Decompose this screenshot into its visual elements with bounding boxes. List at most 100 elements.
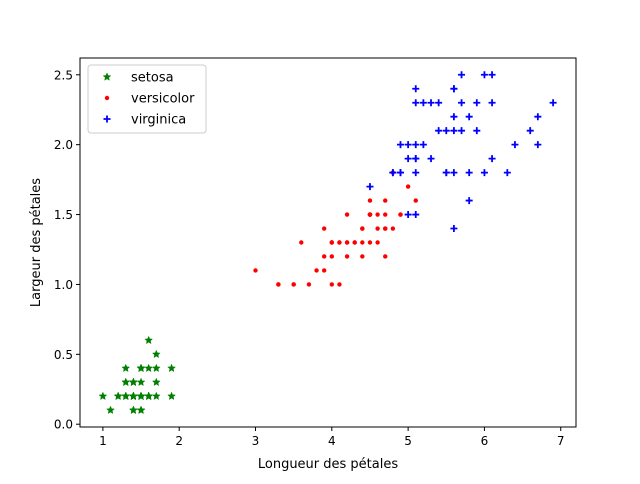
data-point [412, 155, 420, 163]
data-point [367, 240, 373, 245]
y-tick-label: 0.5 [54, 348, 73, 362]
data-point [106, 405, 115, 414]
data-point [390, 226, 396, 231]
data-point [450, 169, 458, 177]
data-point [167, 391, 176, 401]
data-point [450, 113, 458, 121]
x-axis: 1 2 3 4 5 6 7 [99, 427, 565, 448]
data-point [128, 377, 138, 387]
data-point [291, 282, 296, 287]
data-point [329, 282, 335, 287]
data-point [360, 240, 365, 245]
data-point [321, 268, 327, 273]
data-point [383, 212, 388, 217]
data-point [375, 226, 380, 231]
x-tick-label: 6 [481, 434, 489, 448]
y-tick-label: 2.0 [54, 138, 73, 152]
data-point [396, 169, 404, 177]
data-point [360, 226, 365, 231]
data-point [526, 127, 534, 135]
data-point [396, 141, 404, 149]
data-point [151, 391, 161, 401]
data-point [366, 183, 374, 191]
series-setosa [98, 335, 176, 414]
data-point [314, 268, 319, 273]
data-point [167, 363, 176, 373]
y-tick-label: 0.0 [54, 418, 73, 432]
data-point [299, 240, 304, 245]
data-point [534, 141, 542, 149]
data-point [276, 282, 281, 287]
x-tick-label: 3 [252, 434, 260, 448]
data-point [121, 363, 131, 373]
data-point [144, 363, 154, 373]
legend-box [87, 64, 207, 134]
data-points [98, 71, 557, 414]
data-point [151, 363, 161, 373]
data-point [136, 377, 146, 387]
legend: setosa versicolor virginica [87, 64, 207, 134]
legend-marker [103, 115, 111, 123]
data-point [367, 212, 373, 217]
legend-label: setosa [131, 71, 174, 86]
data-point [398, 212, 403, 217]
data-point [375, 240, 380, 245]
x-tick-label: 5 [404, 434, 412, 448]
data-point [253, 268, 258, 273]
data-point [121, 377, 131, 387]
x-axis-label: Longueur des pétales [258, 457, 398, 472]
data-point [458, 99, 466, 107]
data-point [488, 99, 496, 107]
data-point [450, 127, 458, 135]
data-point [136, 391, 146, 401]
data-point [488, 155, 496, 163]
data-point [503, 169, 511, 177]
data-point [128, 405, 138, 414]
data-point [329, 240, 335, 245]
series-versicolor [253, 170, 418, 287]
data-point [534, 113, 542, 121]
legend-label: versicolor [131, 92, 195, 107]
data-point [389, 169, 397, 177]
data-point [488, 71, 496, 79]
plot-frame [79, 57, 577, 428]
x-tick-label: 7 [557, 434, 565, 448]
data-point [329, 254, 335, 259]
data-point [405, 184, 411, 189]
data-point [144, 391, 154, 401]
x-tick-label: 2 [175, 434, 183, 448]
legend-marker [104, 95, 110, 101]
data-point [442, 169, 450, 177]
data-point [321, 254, 327, 259]
data-point [412, 85, 420, 93]
x-tick-label: 1 [99, 434, 107, 448]
data-point [367, 198, 373, 203]
data-point [465, 113, 473, 121]
data-point [121, 391, 131, 401]
data-point [383, 254, 388, 259]
data-point [360, 254, 365, 259]
data-point [450, 85, 458, 93]
data-point [412, 169, 420, 177]
plot-area: 1 2 3 4 5 6 7 0.0 0.5 1.0 1.5 2.0 2.5 [54, 57, 577, 448]
data-point [412, 211, 420, 219]
data-point [458, 71, 466, 79]
data-point [412, 141, 420, 149]
data-point [419, 99, 427, 107]
data-point [404, 211, 412, 219]
data-point [473, 99, 481, 107]
data-point [383, 198, 388, 203]
data-point [458, 127, 466, 135]
data-point [465, 197, 473, 205]
data-point [136, 363, 146, 373]
data-point [98, 391, 108, 401]
data-point [465, 169, 473, 177]
data-point [412, 99, 420, 107]
data-point [344, 212, 350, 217]
data-point [404, 155, 412, 163]
data-point [352, 240, 357, 245]
x-tick-label: 4 [328, 434, 336, 448]
data-point [480, 169, 488, 177]
data-point [383, 226, 388, 231]
data-point [413, 198, 418, 203]
